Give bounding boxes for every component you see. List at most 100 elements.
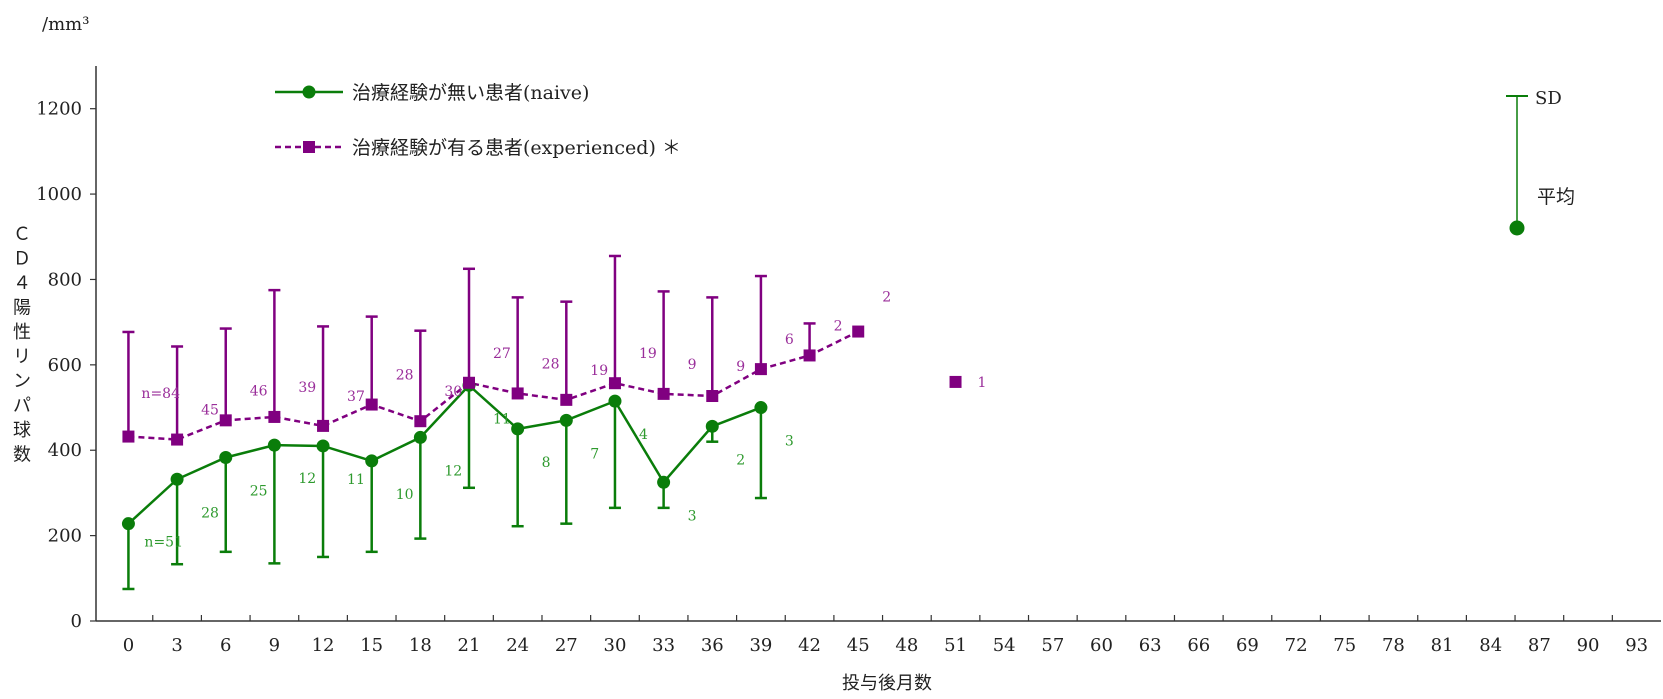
- naive-point: [754, 401, 768, 415]
- x-tick-label: 63: [1139, 635, 1162, 656]
- naive-n-label: 11: [493, 411, 511, 427]
- x-tick-label: 87: [1528, 635, 1551, 656]
- naive-n-label: 28: [201, 505, 219, 521]
- x-tick-label: 90: [1577, 635, 1600, 656]
- y-axis-title-char: 球: [13, 420, 31, 441]
- key-mean-label: 平均: [1537, 186, 1575, 208]
- x-tick-label: 72: [1285, 635, 1308, 656]
- naive-n-label: 4: [639, 427, 648, 443]
- naive-n-label: 11: [347, 472, 365, 488]
- y-axis-title-char: ４: [13, 273, 31, 294]
- y-axis-title-char: 数: [13, 445, 31, 466]
- naive-point: [121, 517, 135, 531]
- x-tick-label: 21: [458, 635, 481, 656]
- x-axis-title: 投与後月数: [842, 673, 932, 694]
- naive-point: [365, 454, 379, 468]
- experienced-n-label: 19: [639, 346, 657, 362]
- y-axis-title-char: Ｃ: [13, 224, 31, 245]
- legend: 治療経験が無い患者(naive) 治療経験が有る患者(experienced) …: [275, 82, 681, 159]
- y-tick-label: 400: [48, 440, 82, 461]
- experienced-point: [706, 390, 719, 403]
- x-tick-label: 93: [1625, 635, 1648, 656]
- naive-n-label: 25: [250, 483, 268, 499]
- x-tick-label: 3: [171, 635, 182, 656]
- experienced-n-label: 6: [785, 332, 794, 348]
- x-tick-label: 69: [1236, 635, 1259, 656]
- experienced-n-label: 37: [347, 389, 365, 405]
- experienced-n-label: n=84: [141, 386, 180, 402]
- x-tick-label: 75: [1333, 635, 1356, 656]
- sd-mean-key: SD 平均: [1506, 88, 1575, 236]
- unit-label: /mm³: [42, 14, 89, 35]
- y-axis-title-char: 性: [13, 322, 31, 343]
- experienced-point: [949, 375, 962, 388]
- experienced-point: [608, 377, 621, 390]
- naive-point: [559, 413, 573, 427]
- x-tick-label: 24: [506, 635, 529, 656]
- experienced-point: [365, 398, 378, 411]
- x-tick-label: 9: [269, 635, 280, 656]
- x-tick-label: 54: [993, 635, 1016, 656]
- experienced-n-label: 39: [298, 380, 316, 396]
- y-tick-label: 800: [48, 269, 82, 290]
- legend-marker-experienced: [303, 141, 315, 153]
- y-axis-title-char: パ: [13, 396, 31, 417]
- x-tick-label: 57: [1041, 635, 1064, 656]
- naive-n-label: 8: [542, 455, 551, 471]
- legend-label-naive: 治療経験が無い患者(naive): [352, 82, 589, 104]
- naive-point: [316, 439, 330, 453]
- y-axis-title-char: 陽: [13, 298, 31, 319]
- x-tick-label: 84: [1479, 635, 1502, 656]
- experienced-point: [754, 363, 767, 376]
- naive-series-line: [127, 383, 762, 525]
- x-tick-label: 18: [409, 635, 432, 656]
- y-tick-label: 1000: [36, 184, 82, 205]
- experienced-n-label: 1: [978, 375, 987, 391]
- experienced-n-label: 30: [444, 384, 462, 400]
- naive-point: [170, 472, 184, 486]
- experienced-n-label: 28: [396, 368, 414, 384]
- experienced-point: [171, 433, 184, 446]
- legend-label-experienced: 治療経験が有る患者(experienced) ＊: [352, 137, 681, 159]
- experienced-n-label: 2: [882, 290, 891, 306]
- experienced-point: [463, 376, 476, 389]
- experienced-point: [803, 349, 816, 362]
- naive-n-label: n=51: [144, 534, 183, 550]
- key-sd-label: SD: [1535, 88, 1562, 109]
- y-axis-title-char: Ｄ: [13, 249, 31, 270]
- experienced-n-label: 45: [201, 403, 219, 419]
- x-tick-label: 36: [701, 635, 724, 656]
- experienced-point: [317, 419, 330, 432]
- x-tick-label: 33: [652, 635, 675, 656]
- experienced-point: [511, 387, 524, 400]
- x-tick-label: 27: [555, 635, 578, 656]
- experienced-n-label: 28: [542, 356, 560, 372]
- naive-point: [705, 419, 719, 433]
- naive-point: [608, 394, 622, 408]
- experienced-n-label: 2: [834, 318, 843, 334]
- experienced-point: [560, 393, 573, 406]
- x-tick-label: 42: [798, 635, 821, 656]
- y-tick-label: 200: [48, 526, 82, 547]
- y-tick-label: 1200: [36, 99, 82, 120]
- y-tick-label: 600: [48, 355, 82, 376]
- experienced-point: [657, 387, 670, 400]
- x-tick-label: 66: [1187, 635, 1210, 656]
- experienced-series-line: [128, 330, 859, 441]
- y-axis-title-char: リ: [13, 347, 31, 368]
- y-axis-title-char: ン: [13, 371, 31, 392]
- x-tick-label: 30: [604, 635, 627, 656]
- experienced-n-label: 19: [590, 363, 608, 379]
- x-tick-label: 51: [944, 635, 967, 656]
- y-tick-label: 0: [71, 611, 82, 632]
- experienced-point: [268, 410, 281, 423]
- naive-n-label: 10: [396, 487, 414, 503]
- key-mean-marker: [1509, 220, 1525, 236]
- experienced-n-label: 9: [688, 357, 697, 373]
- x-tick-label: 81: [1431, 635, 1454, 656]
- naive-point: [511, 422, 525, 436]
- x-tick-labels: 0 3 6 9 12 15 18 21 24 27 30 33 36 39 42 45 48 51 54 57 60 63…: [123, 635, 1648, 656]
- x-tick-label: 0: [123, 635, 134, 656]
